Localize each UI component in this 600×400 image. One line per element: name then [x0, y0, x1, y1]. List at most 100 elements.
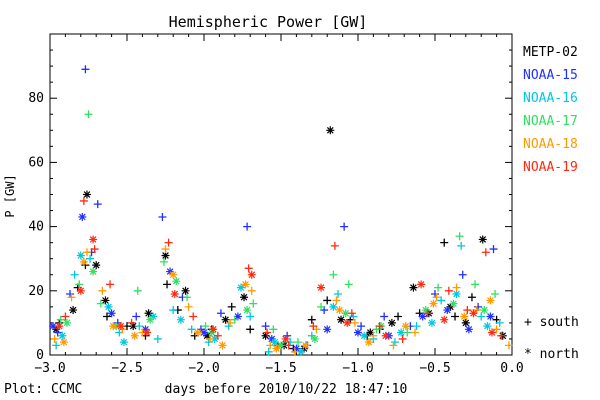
data-point-south — [90, 245, 99, 254]
data-point-north — [483, 322, 492, 331]
data-point-north — [55, 322, 64, 331]
data-point-north — [143, 328, 152, 337]
data-point-south — [161, 245, 170, 254]
data-point-north — [241, 280, 250, 289]
series-metp-02 — [52, 126, 507, 353]
data-point-south — [81, 65, 90, 74]
data-point-north — [166, 267, 175, 276]
legend-entry-noaa-19: NOAA-19 — [523, 160, 578, 175]
data-point-north — [209, 325, 218, 334]
data-point-north — [486, 312, 495, 321]
data-point-south — [201, 322, 210, 331]
data-point-south — [477, 312, 486, 321]
data-point-north — [243, 306, 252, 315]
data-point-south — [333, 290, 342, 299]
data-point-north — [233, 312, 242, 321]
data-point-north — [323, 325, 332, 334]
data-point-south — [216, 309, 225, 318]
data-point-north — [59, 338, 68, 347]
data-point-south — [489, 245, 498, 254]
data-point-north — [82, 190, 91, 199]
data-point-north — [62, 318, 71, 327]
data-point-north — [354, 328, 362, 337]
data-point-south — [332, 296, 341, 305]
data-point-north — [49, 322, 58, 331]
data-point-south — [451, 312, 460, 321]
data-point-north — [326, 126, 335, 135]
data-point-north — [478, 235, 487, 244]
data-point-north — [203, 331, 212, 340]
data-point-south — [56, 315, 65, 324]
data-point-north — [486, 296, 495, 305]
data-point-south — [437, 296, 446, 305]
data-point-south — [82, 248, 91, 257]
data-point-north — [277, 341, 285, 350]
data-point-north — [109, 322, 118, 331]
data-point-north — [69, 306, 78, 315]
data-point-south — [457, 241, 466, 250]
series-noaa-18 — [50, 245, 513, 356]
data-point-north — [418, 312, 427, 321]
data-point-north — [480, 306, 489, 315]
data-point-south — [75, 280, 84, 289]
data-point-north — [297, 347, 306, 356]
data-point-south — [369, 331, 378, 340]
data-point-north — [116, 322, 125, 331]
data-point-north — [397, 328, 406, 337]
data-point-south — [164, 238, 173, 247]
x-tick-label: 0.0 — [500, 361, 523, 376]
data-point-south — [398, 334, 407, 343]
data-point-south — [187, 325, 196, 334]
data-point-north — [170, 290, 179, 299]
data-point-south — [330, 241, 339, 250]
legend-entry-metp-02: METP-02 — [523, 45, 578, 60]
data-point-north — [343, 318, 352, 327]
data-point-north — [300, 344, 309, 353]
data-point-south — [380, 312, 389, 321]
data-point-south — [389, 341, 398, 350]
legend-south: + south — [524, 315, 579, 330]
data-point-north — [169, 270, 178, 279]
data-point-north — [76, 251, 85, 260]
data-point-north — [52, 325, 61, 334]
data-point-north — [172, 277, 181, 286]
y-tick-label: 0 — [36, 348, 44, 363]
x-tick-label: −1.0 — [342, 361, 373, 376]
data-point-south — [357, 322, 366, 331]
data-point-south — [264, 347, 273, 356]
data-point-south — [50, 334, 59, 343]
data-point-north — [329, 302, 338, 311]
data-point-north — [449, 299, 458, 308]
data-point-south — [86, 254, 95, 263]
data-point-north — [446, 302, 455, 311]
data-point-north — [76, 286, 85, 295]
x-tick-label: −2.0 — [188, 361, 219, 376]
data-point-south — [159, 257, 168, 266]
data-point-south — [481, 248, 490, 257]
data-point-north — [469, 309, 478, 318]
data-point-south — [432, 293, 441, 302]
data-point-south — [497, 331, 506, 340]
data-point-north — [461, 318, 470, 327]
data-point-north — [119, 338, 128, 347]
data-point-south — [347, 309, 356, 318]
y-tick-label: 20 — [28, 284, 44, 299]
y-tick-label: 60 — [28, 155, 44, 170]
data-point-south — [261, 322, 270, 331]
data-point-north — [341, 309, 350, 318]
data-point-north — [149, 312, 158, 321]
series-noaa-19 — [55, 196, 506, 350]
data-point-south — [440, 238, 449, 247]
data-point-south — [495, 318, 504, 327]
data-point-north — [200, 328, 208, 337]
data-point-south — [246, 325, 255, 334]
data-point-south — [284, 341, 293, 350]
data-point-south — [230, 315, 239, 324]
data-point-north — [301, 341, 310, 350]
data-point-south — [491, 290, 500, 299]
data-point-north — [292, 344, 301, 353]
data-point-south — [329, 270, 338, 279]
data-point-north — [240, 293, 249, 302]
